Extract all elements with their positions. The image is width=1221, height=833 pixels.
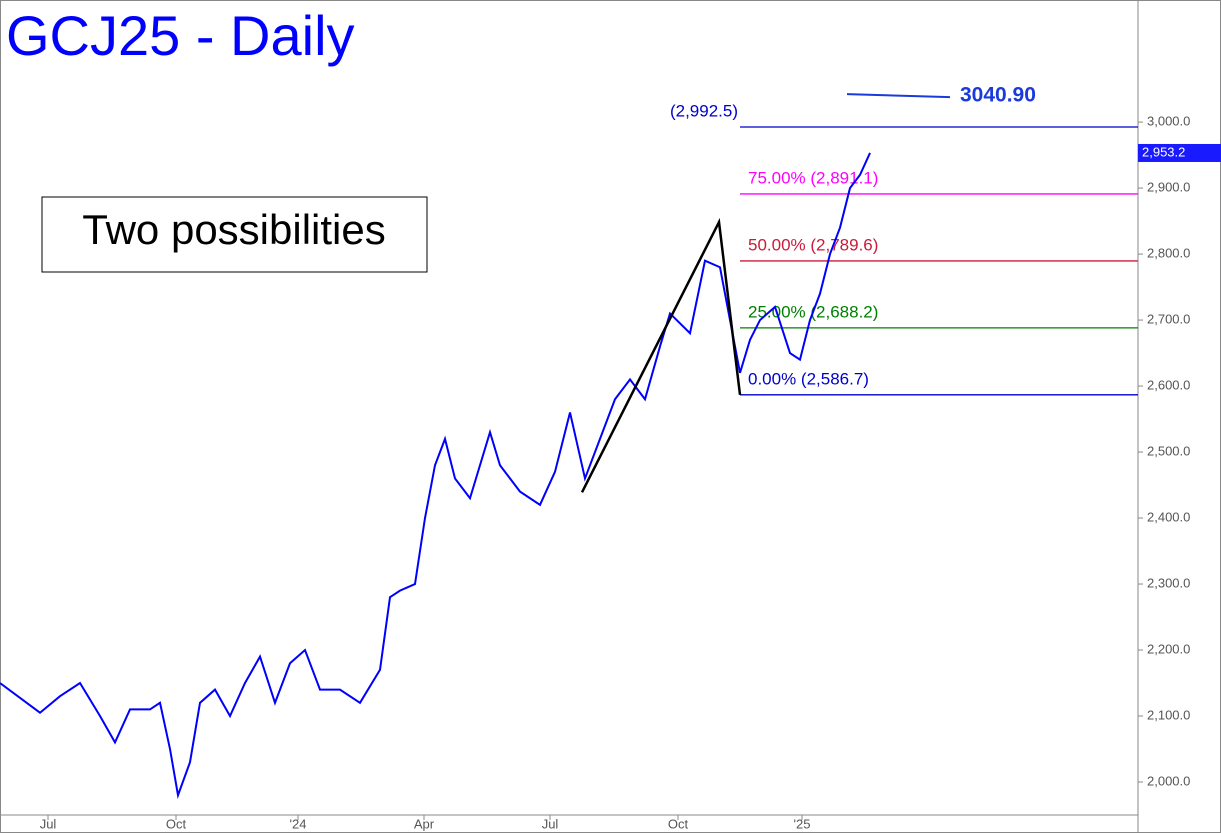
y-tick-label: 2,800.0 (1147, 246, 1190, 261)
annotation: Two possibilities (82, 206, 385, 253)
y-tick-label: 2,900.0 (1147, 180, 1190, 195)
target-line (846, 93, 951, 99)
y-tick-label: 2,200.0 (1147, 641, 1190, 656)
y-tick-label: 2,700.0 (1147, 311, 1190, 326)
price-line (0, 152, 871, 800)
y-tick-label: 3,000.0 (1147, 114, 1190, 129)
last-price-box (1138, 143, 1221, 162)
x-tick-label: '24 (290, 816, 307, 831)
y-tick-label: 2,500.0 (1147, 443, 1190, 458)
x-tick-label: Apr (414, 816, 435, 831)
abc-pattern (580, 217, 742, 493)
x-tick-label: '25 (794, 816, 811, 831)
y-tick-label: 2,300.0 (1147, 575, 1190, 590)
x-tick-label: Jul (40, 816, 57, 831)
fib-label: 75.00% (2,891.1) (748, 168, 878, 187)
fib-label: (2,992.5) (670, 102, 738, 121)
y-tick-label: 2,100.0 (1147, 707, 1190, 722)
y-tick-label: 2,000.0 (1147, 773, 1190, 788)
last-price-label: 2,953.2 (1142, 144, 1185, 159)
x-tick-label: Jul (542, 816, 559, 831)
x-tick-label: Oct (166, 816, 187, 831)
chart-title: GCJ25 - Daily (6, 4, 355, 67)
fib-label: 50.00% (2,789.6) (748, 235, 878, 254)
target-label: 3040.90 (960, 84, 1036, 107)
fib-label: 0.00% (2,586.7) (748, 369, 869, 388)
y-tick-label: 2,400.0 (1147, 509, 1190, 524)
y-tick-label: 2,600.0 (1147, 377, 1190, 392)
x-tick-label: Oct (668, 816, 689, 831)
annotation-box (41, 196, 428, 273)
